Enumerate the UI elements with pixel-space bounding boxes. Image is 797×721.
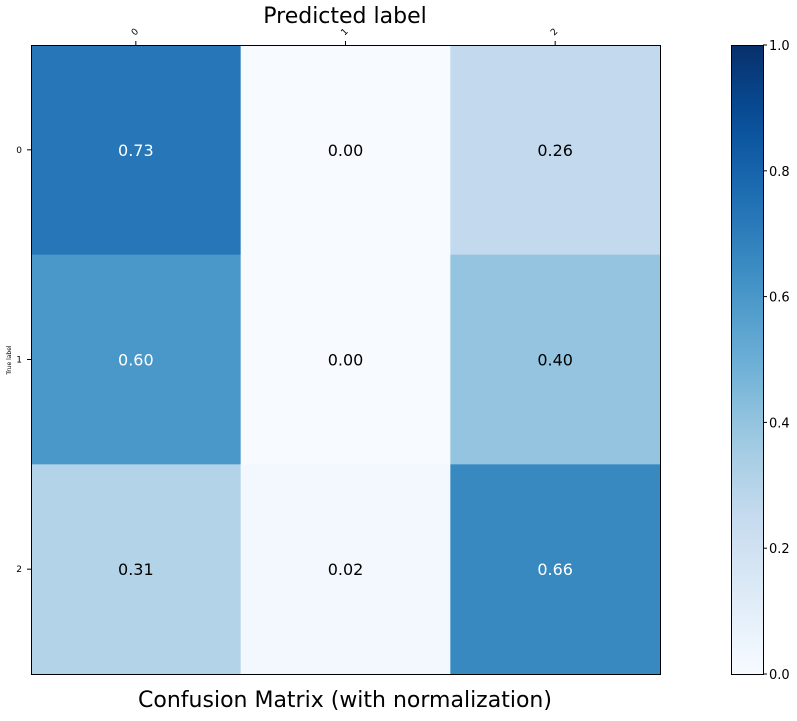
colorbar-tick-label: 1.0 bbox=[769, 39, 790, 54]
cell-value-label: 0.00 bbox=[328, 351, 364, 370]
colorbar-tick-label: 0.6 bbox=[769, 291, 790, 306]
colorbar-tick-label: 0.4 bbox=[769, 416, 790, 431]
heatmap-cells: 0.73 0.00 0.26 0.60 0.00 0.40 0.31 0.02 0.66 bbox=[31, 45, 661, 675]
y-axis-label: True label bbox=[6, 345, 13, 375]
plot-frame bbox=[31, 45, 661, 675]
cell-value-label: 0.00 bbox=[328, 141, 364, 160]
x-axis-ticks: 0 1 2 bbox=[130, 27, 560, 45]
heatmap-cell bbox=[240, 464, 451, 675]
y-tick-label: 1 bbox=[16, 356, 22, 366]
chart-title: Confusion Matrix (with normalization) bbox=[138, 688, 552, 713]
colorbar-tick-label: 0.0 bbox=[769, 668, 790, 683]
colorbar bbox=[731, 45, 764, 675]
cell-value-label: 0.26 bbox=[537, 141, 573, 160]
cell-value-label: 0.40 bbox=[537, 351, 573, 370]
colorbar-ticks: 0.0 0.2 0.4 0.6 0.8 1.0 bbox=[763, 39, 790, 683]
y-tick-label: 2 bbox=[16, 565, 22, 575]
heatmap-cell bbox=[450, 254, 661, 465]
cell-value-label: 0.02 bbox=[328, 560, 364, 579]
cell-value-label: 0.60 bbox=[118, 351, 154, 370]
colorbar-tick-label: 0.8 bbox=[769, 165, 790, 180]
heatmap-cell bbox=[450, 45, 661, 256]
heatmap-cell bbox=[240, 45, 451, 256]
x-tick-label: 0 bbox=[130, 27, 141, 38]
x-axis-label: Predicted label bbox=[263, 4, 426, 29]
x-tick-label: 1 bbox=[340, 27, 351, 38]
x-tick-label: 2 bbox=[549, 27, 560, 38]
colorbar-tick-label: 0.2 bbox=[769, 542, 790, 557]
cell-value-label: 0.66 bbox=[537, 560, 573, 579]
heatmap-cell bbox=[450, 464, 661, 675]
y-axis-ticks: 0 1 2 bbox=[16, 146, 31, 575]
heatmap-cell bbox=[31, 45, 242, 256]
heatmap-cell bbox=[31, 254, 242, 465]
heatmap-cell bbox=[240, 254, 451, 465]
heatmap-cell bbox=[31, 464, 242, 675]
cell-value-label: 0.31 bbox=[118, 560, 154, 579]
y-tick-label: 0 bbox=[16, 146, 22, 156]
cell-value-label: 0.73 bbox=[118, 141, 154, 160]
